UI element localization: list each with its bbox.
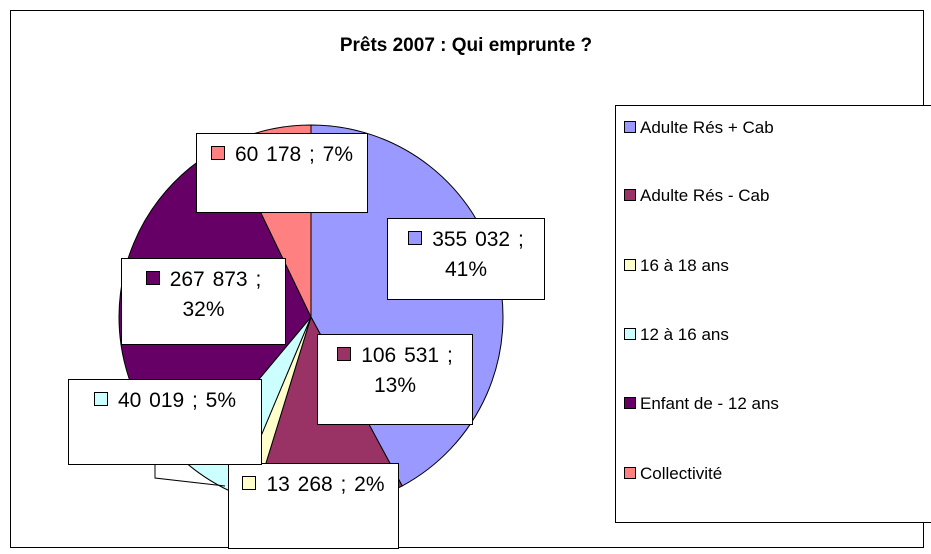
label-swatch [408, 231, 423, 245]
data-label: 40 019 ; 5% [68, 379, 262, 465]
legend-entry: Enfant de - 12 ans [624, 394, 779, 414]
data-label: 60 178 ; 7% [196, 133, 368, 213]
legend-swatch [624, 397, 636, 409]
data-label-text: 267 873 ; 32% [169, 268, 262, 321]
legend-box [615, 105, 931, 523]
legend-label: Adulte Rés + Cab [640, 118, 774, 137]
legend-swatch [624, 189, 636, 201]
data-label: 13 268 ; 2% [228, 463, 399, 549]
legend-entry: Adulte Rés - Cab [624, 186, 769, 206]
data-label: 355 032 ; 41% [387, 218, 545, 300]
data-label-text: 40 019 ; 5% [117, 389, 237, 412]
legend-swatch [624, 121, 636, 133]
legend-label: Adulte Rés - Cab [640, 186, 770, 205]
legend-label: 16 à 18 ans [640, 256, 729, 275]
data-label-text: 13 268 ; 2% [266, 473, 385, 496]
legend-entry: 16 à 18 ans [624, 256, 729, 276]
legend-label: Enfant de - 12 ans [640, 394, 779, 413]
legend-swatch [624, 328, 636, 340]
data-label: 106 531 ; 13% [317, 334, 473, 425]
legend-entry: Adulte Rés + Cab [624, 118, 774, 138]
label-swatch [210, 146, 225, 160]
legend-entry: 12 à 16 ans [624, 325, 729, 345]
label-swatch [337, 347, 352, 361]
data-label: 267 873 ; 32% [121, 258, 286, 345]
data-label-text: 60 178 ; 7% [234, 143, 354, 166]
legend-swatch [624, 467, 636, 479]
data-label-text: 355 032 ; 41% [432, 228, 524, 281]
leader-line [154, 464, 226, 487]
label-swatch [93, 392, 108, 406]
label-swatch [145, 271, 160, 285]
data-label-text: 106 531 ; 13% [361, 344, 453, 397]
legend-swatch [624, 259, 636, 271]
legend-label: 12 à 16 ans [640, 325, 729, 344]
chart-title: Prêts 2007 : Qui emprunte ? [340, 35, 592, 56]
legend-entry: Collectivité [624, 464, 722, 484]
label-swatch [242, 476, 257, 490]
legend-label: Collectivité [640, 464, 723, 483]
